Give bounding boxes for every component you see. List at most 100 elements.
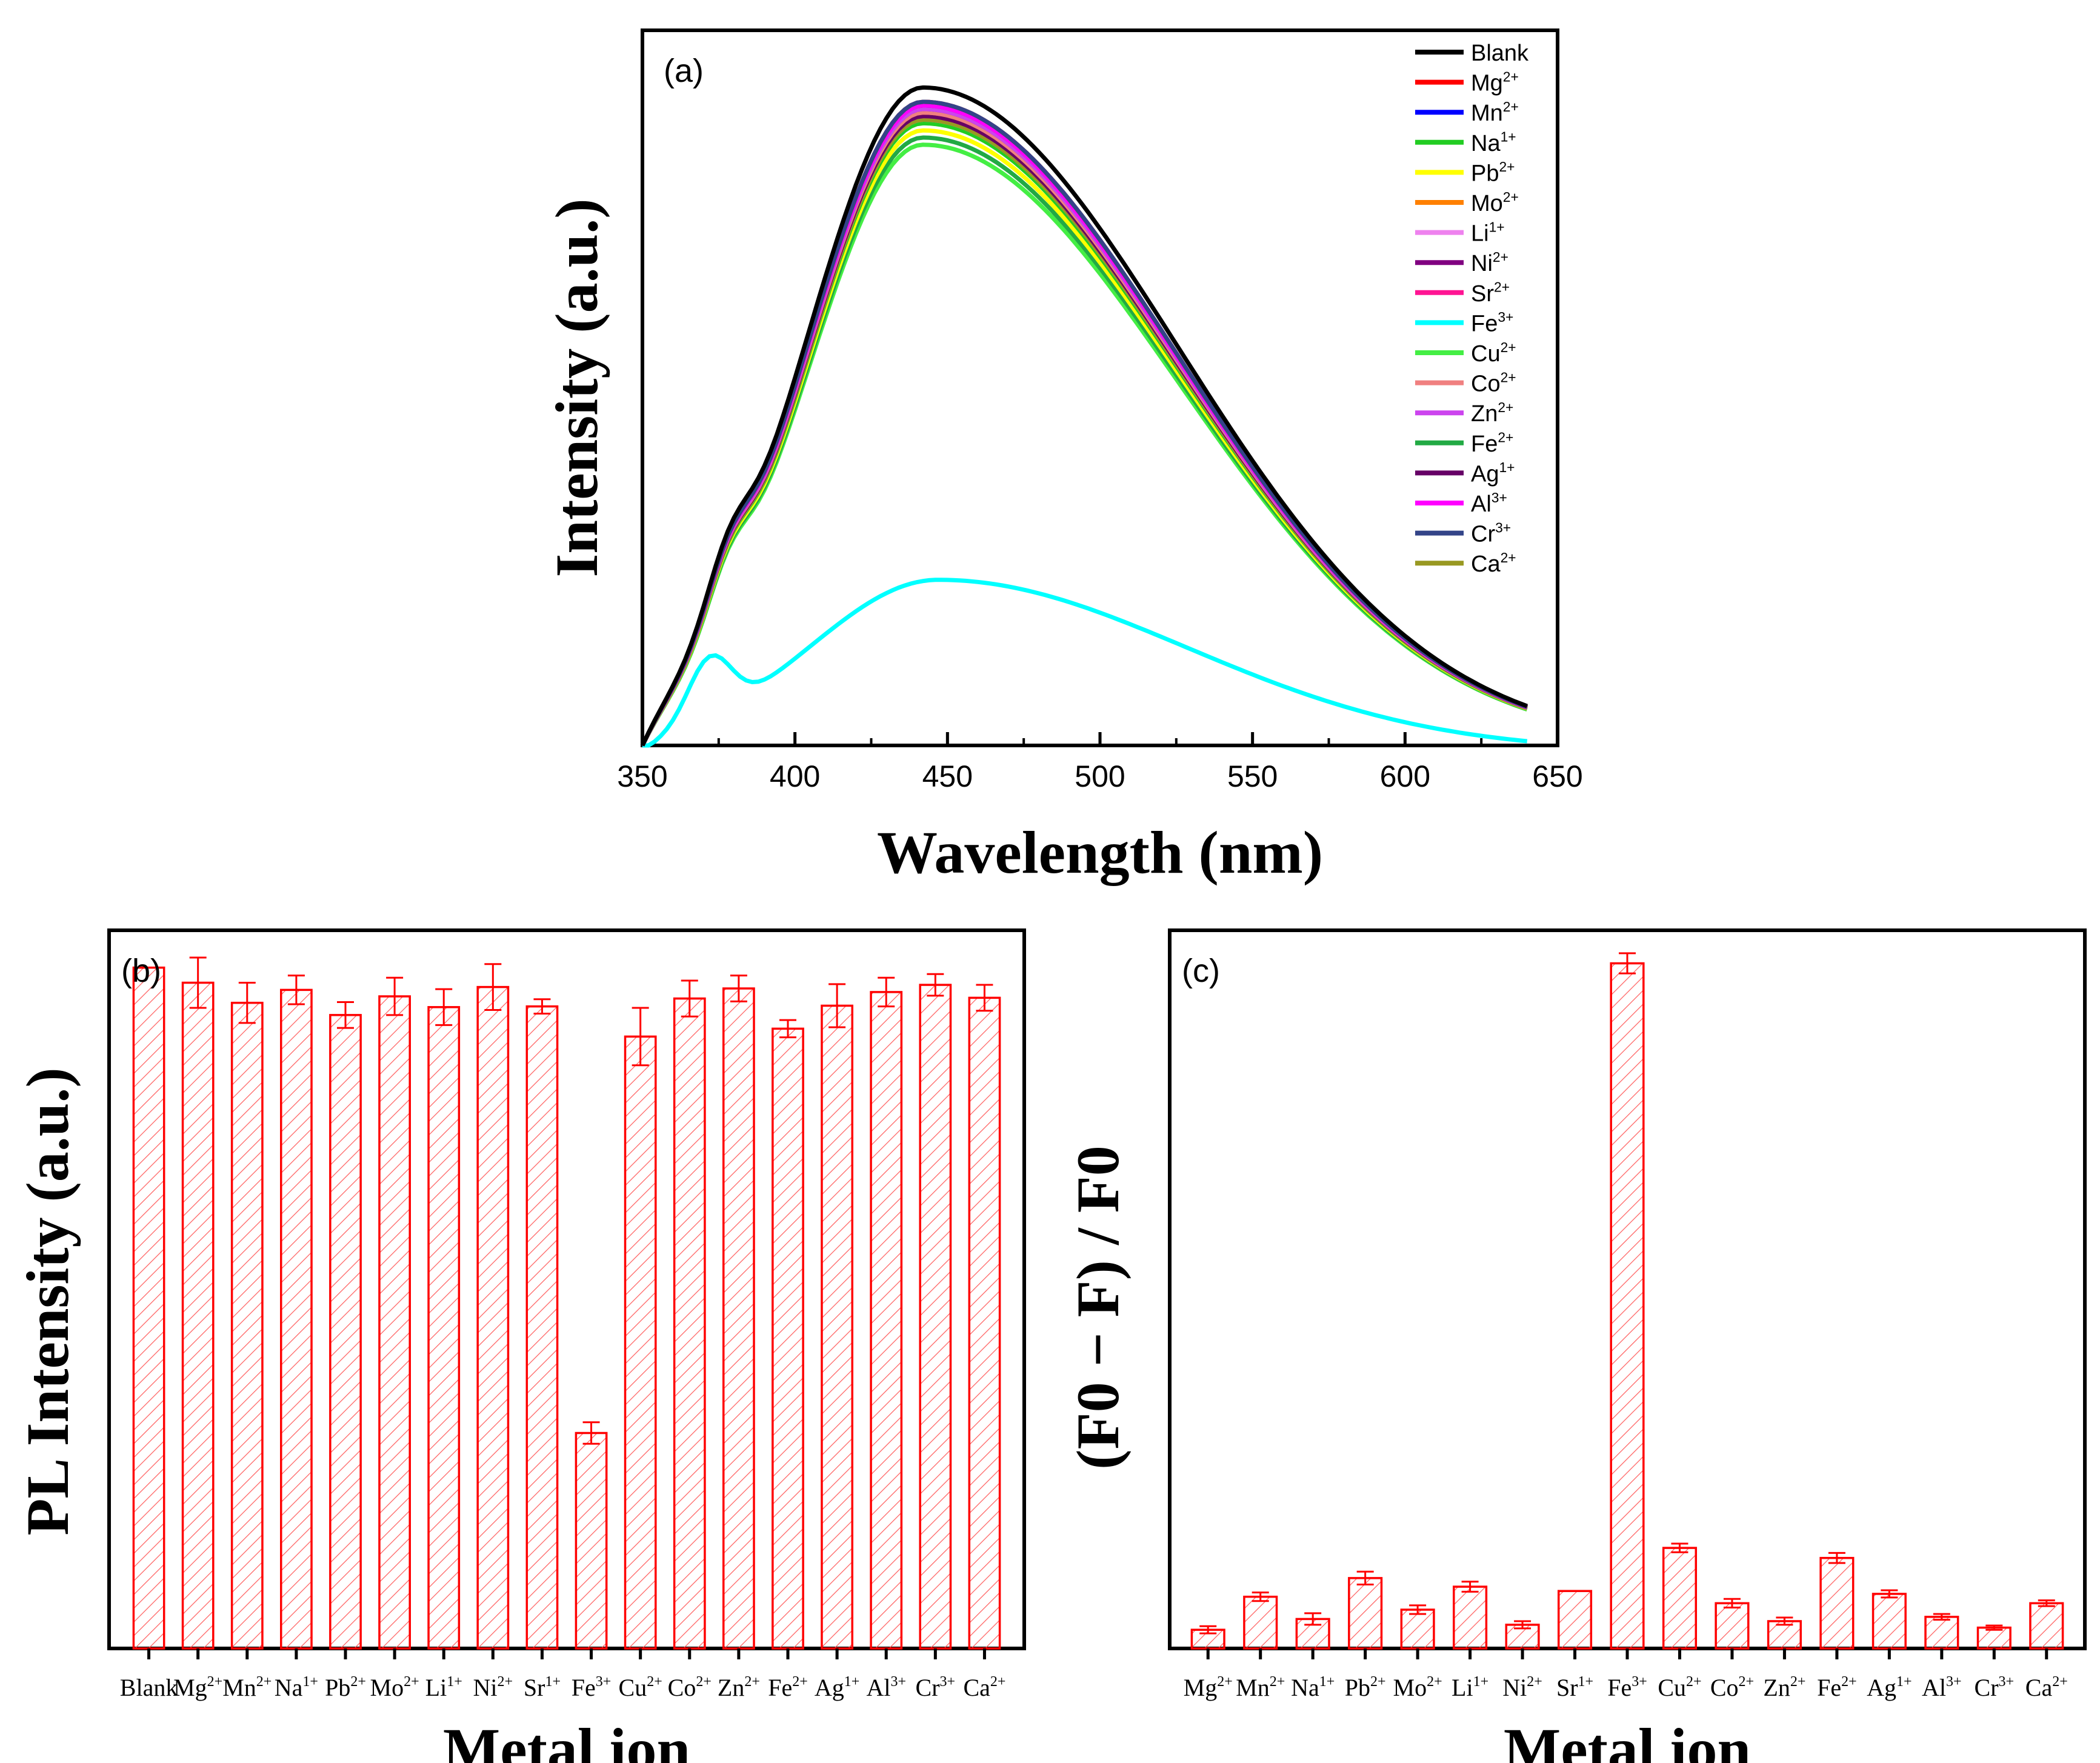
bar-mo-2plus [378, 995, 412, 1650]
bar-al-3plus [1924, 1616, 1959, 1650]
x-tick-label: Na1+ [1291, 1674, 1335, 1701]
bar-co-2plus [673, 997, 706, 1650]
panel-c-x-axis-label: Metal ion [1504, 1716, 1751, 1763]
legend-entry-label: Na1+ [1471, 129, 1516, 156]
bar-cr-3plus [1976, 1626, 2012, 1650]
x-tick-label: Fe3+ [572, 1674, 612, 1701]
bar-li-1plus [427, 1006, 461, 1650]
bar-na-1plus [279, 988, 313, 1650]
x-tick-label: Cr3+ [916, 1674, 956, 1701]
bar-zn-2plus [722, 987, 755, 1650]
bar-cu-2plus [1662, 1547, 1698, 1650]
panel-c-x-ticks: Mg2+ Mn2+ Na1+ Pb2+ Mo2+ Li1+ Ni2+ Sr1+ Fe3+ Cu2+… [1184, 1648, 2068, 1701]
bar-mn-2plus [1243, 1595, 1278, 1650]
bar-blank [132, 966, 165, 1650]
x-tick-label: 400 [770, 759, 820, 793]
panel-a-y-axis-label: Intensity (a.u.) [543, 198, 610, 577]
spectrum-line-fe3+ [642, 578, 1528, 748]
x-tick-label: 450 [922, 759, 973, 793]
x-tick-label: Cr3+ [1975, 1674, 2015, 1701]
panel-a-label: (a) [664, 53, 704, 89]
x-tick-label: Mg2+ [1184, 1674, 1233, 1701]
x-tick-label: 600 [1380, 759, 1430, 793]
bar-ag-1plus [821, 1004, 854, 1650]
x-tick-label: Fe2+ [768, 1674, 808, 1701]
bar-li-1plus [1453, 1585, 1488, 1650]
x-tick-label: Ca2+ [963, 1674, 1005, 1701]
bar-cu-2plus [624, 1035, 657, 1650]
x-tick-label: Sr1+ [524, 1674, 561, 1701]
bar-al-3plus [870, 991, 903, 1650]
legend-entry-label: Fe2+ [1471, 430, 1513, 457]
bar-fe-3plus [575, 1431, 608, 1650]
x-tick-label: Ni2+ [1502, 1674, 1542, 1701]
bar-ca-2plus [968, 996, 1001, 1650]
legend-entry-label: Sr2+ [1471, 279, 1510, 307]
x-tick-label: Mo2+ [370, 1674, 419, 1701]
bar-fe-2plus [1819, 1556, 1855, 1650]
x-tick-label: 350 [617, 759, 667, 793]
bar-ag-1plus [1872, 1593, 1907, 1650]
panel-a-plot-frame [641, 28, 1559, 747]
x-tick-label: Co2+ [668, 1674, 712, 1701]
panel-b-x-axis-label: Metal ion [443, 1716, 690, 1763]
bar-mn-2plus [230, 1001, 264, 1650]
x-tick-label: Cu2+ [1658, 1674, 1701, 1701]
panel-a-spectra: 350 400 450 500 550 600 650 (a) Wavelength (nm… [543, 28, 1583, 886]
legend-entry-label: Ni2+ [1471, 249, 1508, 276]
x-tick-label: Fe3+ [1607, 1674, 1647, 1701]
legend-entry-label: Ca2+ [1471, 550, 1516, 577]
x-tick-label: Al3+ [866, 1674, 906, 1701]
x-tick-label: Sr1+ [1556, 1674, 1593, 1701]
bar-sr-1plus [1557, 1590, 1593, 1650]
bar-pb-2plus [329, 1014, 362, 1650]
x-tick-label: 500 [1075, 759, 1125, 793]
x-tick-label: Mn2+ [1236, 1674, 1285, 1701]
bar-fe-3plus [1610, 962, 1645, 1650]
panel-c-bars [1190, 952, 2064, 1650]
x-tick-label: Ni2+ [473, 1674, 513, 1701]
spectrum-line-blank [640, 85, 1528, 747]
legend-entry-label: Fe3+ [1471, 309, 1513, 336]
x-tick-label: Mn2+ [222, 1674, 272, 1701]
legend-entry-label: Al3+ [1471, 490, 1507, 517]
panel-c-y-axis-label: (F0 − F) / F0 [1064, 1145, 1132, 1470]
x-tick-label: Ca2+ [2025, 1674, 2068, 1701]
panel-b-y-axis-label: PL Intensity (a.u.) [14, 1067, 81, 1535]
x-tick-label: Al3+ [1922, 1674, 1962, 1701]
bar-cr-3plus [919, 984, 952, 1650]
panel-b-label: (b) [121, 953, 161, 989]
x-tick-label: Li1+ [425, 1674, 462, 1701]
legend-entry-label: Cr3+ [1471, 519, 1511, 547]
bar-co-2plus [1715, 1602, 1750, 1650]
legend-entry-label: Pb2+ [1471, 159, 1515, 186]
x-tick-label: Mo2+ [1393, 1674, 1442, 1701]
panel-c-label: (c) [1182, 953, 1220, 989]
bar-pb-2plus [1348, 1577, 1383, 1650]
x-tick-label: Ag1+ [815, 1674, 859, 1701]
legend-entry-label: Mg2+ [1471, 68, 1519, 96]
bar-sr-1plus [525, 1005, 559, 1650]
legend-entry-label: Mo2+ [1471, 189, 1519, 216]
legend-entry-label: Cu2+ [1471, 339, 1516, 367]
x-tick-label: Ag1+ [1867, 1674, 1912, 1701]
bar-mo-2plus [1400, 1608, 1435, 1650]
x-tick-label: Zn2+ [1763, 1674, 1805, 1701]
bar-fe-2plus [772, 1027, 804, 1650]
bar-ca-2plus [2029, 1602, 2064, 1650]
legend-entry-label: Li1+ [1471, 219, 1505, 246]
legend-entry-label: Blank [1471, 41, 1529, 66]
x-tick-label: Zn2+ [718, 1674, 760, 1701]
legend-entry-label: Co2+ [1471, 369, 1516, 396]
x-tick-label: 650 [1532, 759, 1582, 793]
x-tick-label: Cu2+ [619, 1674, 662, 1701]
bar-ni-2plus [476, 985, 510, 1650]
legend-entry-label: Mn2+ [1471, 99, 1519, 126]
x-tick-label: Mg2+ [173, 1674, 222, 1701]
x-tick-label: Fe2+ [1817, 1674, 1857, 1701]
x-tick-label: Na1+ [275, 1674, 318, 1701]
